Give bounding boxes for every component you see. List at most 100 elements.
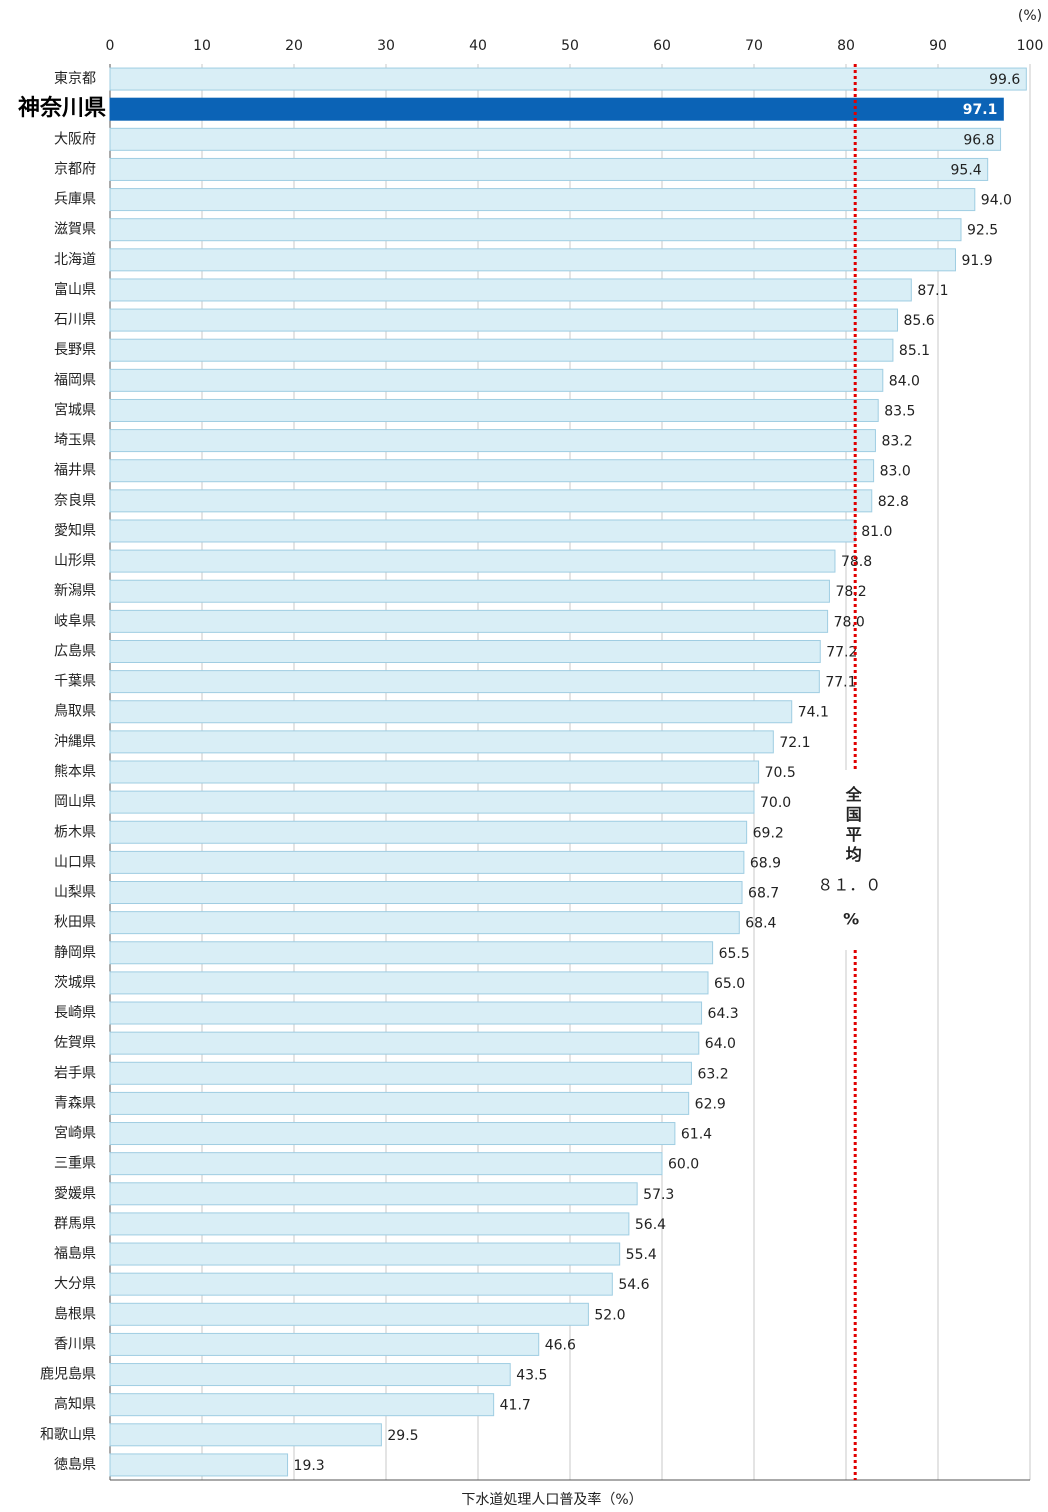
value-label: 95.4 bbox=[951, 162, 982, 178]
value-label: 84.0 bbox=[889, 373, 920, 389]
value-label: 81.0 bbox=[861, 524, 892, 540]
bar bbox=[109, 730, 774, 754]
y-tick-label: 高知県 bbox=[54, 1396, 96, 1413]
x-tick-label: 100 bbox=[1017, 38, 1044, 54]
bar bbox=[109, 1332, 540, 1356]
value-label: 78.0 bbox=[834, 614, 865, 630]
bar bbox=[109, 1272, 613, 1296]
value-label: 96.8 bbox=[963, 132, 994, 148]
y-tick-label: 秋田県 bbox=[54, 915, 96, 931]
value-label: 85.6 bbox=[904, 313, 935, 329]
y-tick-label: 滋賀県 bbox=[54, 222, 96, 238]
bar bbox=[109, 218, 962, 242]
y-tick-label: 鹿児島県 bbox=[40, 1366, 96, 1383]
y-tick-label: 三重県 bbox=[54, 1156, 96, 1172]
y-tick-label: 石川県 bbox=[54, 312, 96, 328]
y-tick-label: 山口県 bbox=[54, 854, 96, 870]
y-tick-label: 群馬県 bbox=[54, 1216, 96, 1232]
x-tick-label: 70 bbox=[745, 38, 763, 54]
y-tick-label: 京都府 bbox=[54, 161, 96, 177]
reference-value: ８１．０ bbox=[817, 876, 881, 895]
value-label: 68.4 bbox=[745, 916, 776, 932]
bar bbox=[109, 1122, 676, 1146]
x-tick-label: 60 bbox=[653, 38, 671, 54]
value-label: 65.0 bbox=[714, 976, 745, 992]
value-label: 64.3 bbox=[708, 1006, 739, 1022]
value-label: 68.7 bbox=[748, 886, 779, 902]
x-tick-label: 20 bbox=[285, 38, 303, 54]
bar bbox=[109, 820, 748, 844]
y-tick-label: 島根県 bbox=[54, 1306, 96, 1322]
bar bbox=[109, 760, 760, 784]
value-label: 99.6 bbox=[989, 72, 1020, 88]
value-label: 41.7 bbox=[500, 1398, 531, 1414]
y-tick-label: 長崎県 bbox=[54, 1005, 96, 1021]
y-tick-label: 静岡県 bbox=[54, 945, 96, 961]
bar bbox=[109, 188, 976, 212]
value-label: 55.4 bbox=[626, 1247, 657, 1263]
bar bbox=[109, 368, 884, 392]
bar bbox=[109, 1212, 630, 1236]
value-label: 83.2 bbox=[881, 434, 912, 450]
value-label: 64.0 bbox=[705, 1036, 736, 1052]
value-label: 29.5 bbox=[387, 1428, 418, 1444]
value-label: 77.1 bbox=[825, 675, 856, 691]
value-label: 43.5 bbox=[516, 1368, 547, 1384]
y-tick-label: 福井県 bbox=[54, 463, 96, 479]
x-axis-title: 下水道処理人口普及率（%） bbox=[461, 1491, 642, 1508]
y-tick-label: 香川県 bbox=[54, 1336, 96, 1352]
x-tick-label: 0 bbox=[106, 38, 115, 54]
y-tick-label: 東京都 bbox=[54, 71, 96, 87]
value-label: 57.3 bbox=[643, 1187, 674, 1203]
bar bbox=[109, 549, 836, 573]
bar bbox=[109, 248, 956, 272]
bar bbox=[109, 911, 740, 935]
y-tick-label: 新潟県 bbox=[54, 583, 96, 599]
x-tick-label: 40 bbox=[469, 38, 487, 54]
unit-label: (%) bbox=[1018, 8, 1042, 24]
value-label: 56.4 bbox=[635, 1217, 666, 1233]
value-label: 83.0 bbox=[880, 464, 911, 480]
value-label: 62.9 bbox=[695, 1096, 726, 1112]
value-label: 54.6 bbox=[618, 1277, 649, 1293]
bar bbox=[109, 1423, 382, 1447]
bar bbox=[109, 1453, 289, 1477]
value-label: 52.0 bbox=[594, 1307, 625, 1323]
value-label: 46.6 bbox=[545, 1337, 576, 1353]
bar bbox=[109, 429, 876, 453]
y-tick-label: 山形県 bbox=[54, 553, 96, 569]
y-tick-label: 宮城県 bbox=[54, 402, 96, 418]
value-label: 91.9 bbox=[961, 253, 992, 269]
value-label: 60.0 bbox=[668, 1157, 699, 1173]
value-label: 78.2 bbox=[835, 584, 866, 600]
y-tick-label: 茨城県 bbox=[54, 975, 96, 991]
x-tick-label: 90 bbox=[929, 38, 947, 54]
value-label: 97.1 bbox=[963, 102, 998, 118]
bar bbox=[109, 489, 873, 513]
y-tick-label: 広島県 bbox=[54, 643, 96, 659]
bar bbox=[109, 1363, 511, 1387]
value-label: 19.3 bbox=[294, 1458, 325, 1474]
bar bbox=[109, 459, 875, 483]
x-tick-label: 10 bbox=[193, 38, 211, 54]
y-tick-label: 愛知県 bbox=[54, 522, 96, 539]
value-label: 70.5 bbox=[765, 765, 796, 781]
y-tick-label: 富山県 bbox=[54, 281, 96, 298]
bar bbox=[109, 790, 755, 814]
bar bbox=[109, 157, 989, 181]
bar bbox=[109, 338, 894, 362]
x-tick-label: 80 bbox=[837, 38, 855, 54]
y-tick-label: 埼玉県 bbox=[54, 433, 96, 449]
bar bbox=[109, 127, 1002, 151]
y-tick-label: 福岡県 bbox=[54, 372, 96, 388]
y-tick-label: 神奈川県 bbox=[18, 95, 106, 121]
bar bbox=[109, 881, 743, 905]
bar bbox=[109, 941, 714, 965]
bar bbox=[109, 97, 1004, 121]
bar bbox=[109, 850, 745, 874]
reference-unit: % bbox=[843, 910, 859, 929]
bar bbox=[109, 700, 793, 724]
bar bbox=[109, 398, 879, 422]
value-label: 94.0 bbox=[981, 193, 1012, 209]
